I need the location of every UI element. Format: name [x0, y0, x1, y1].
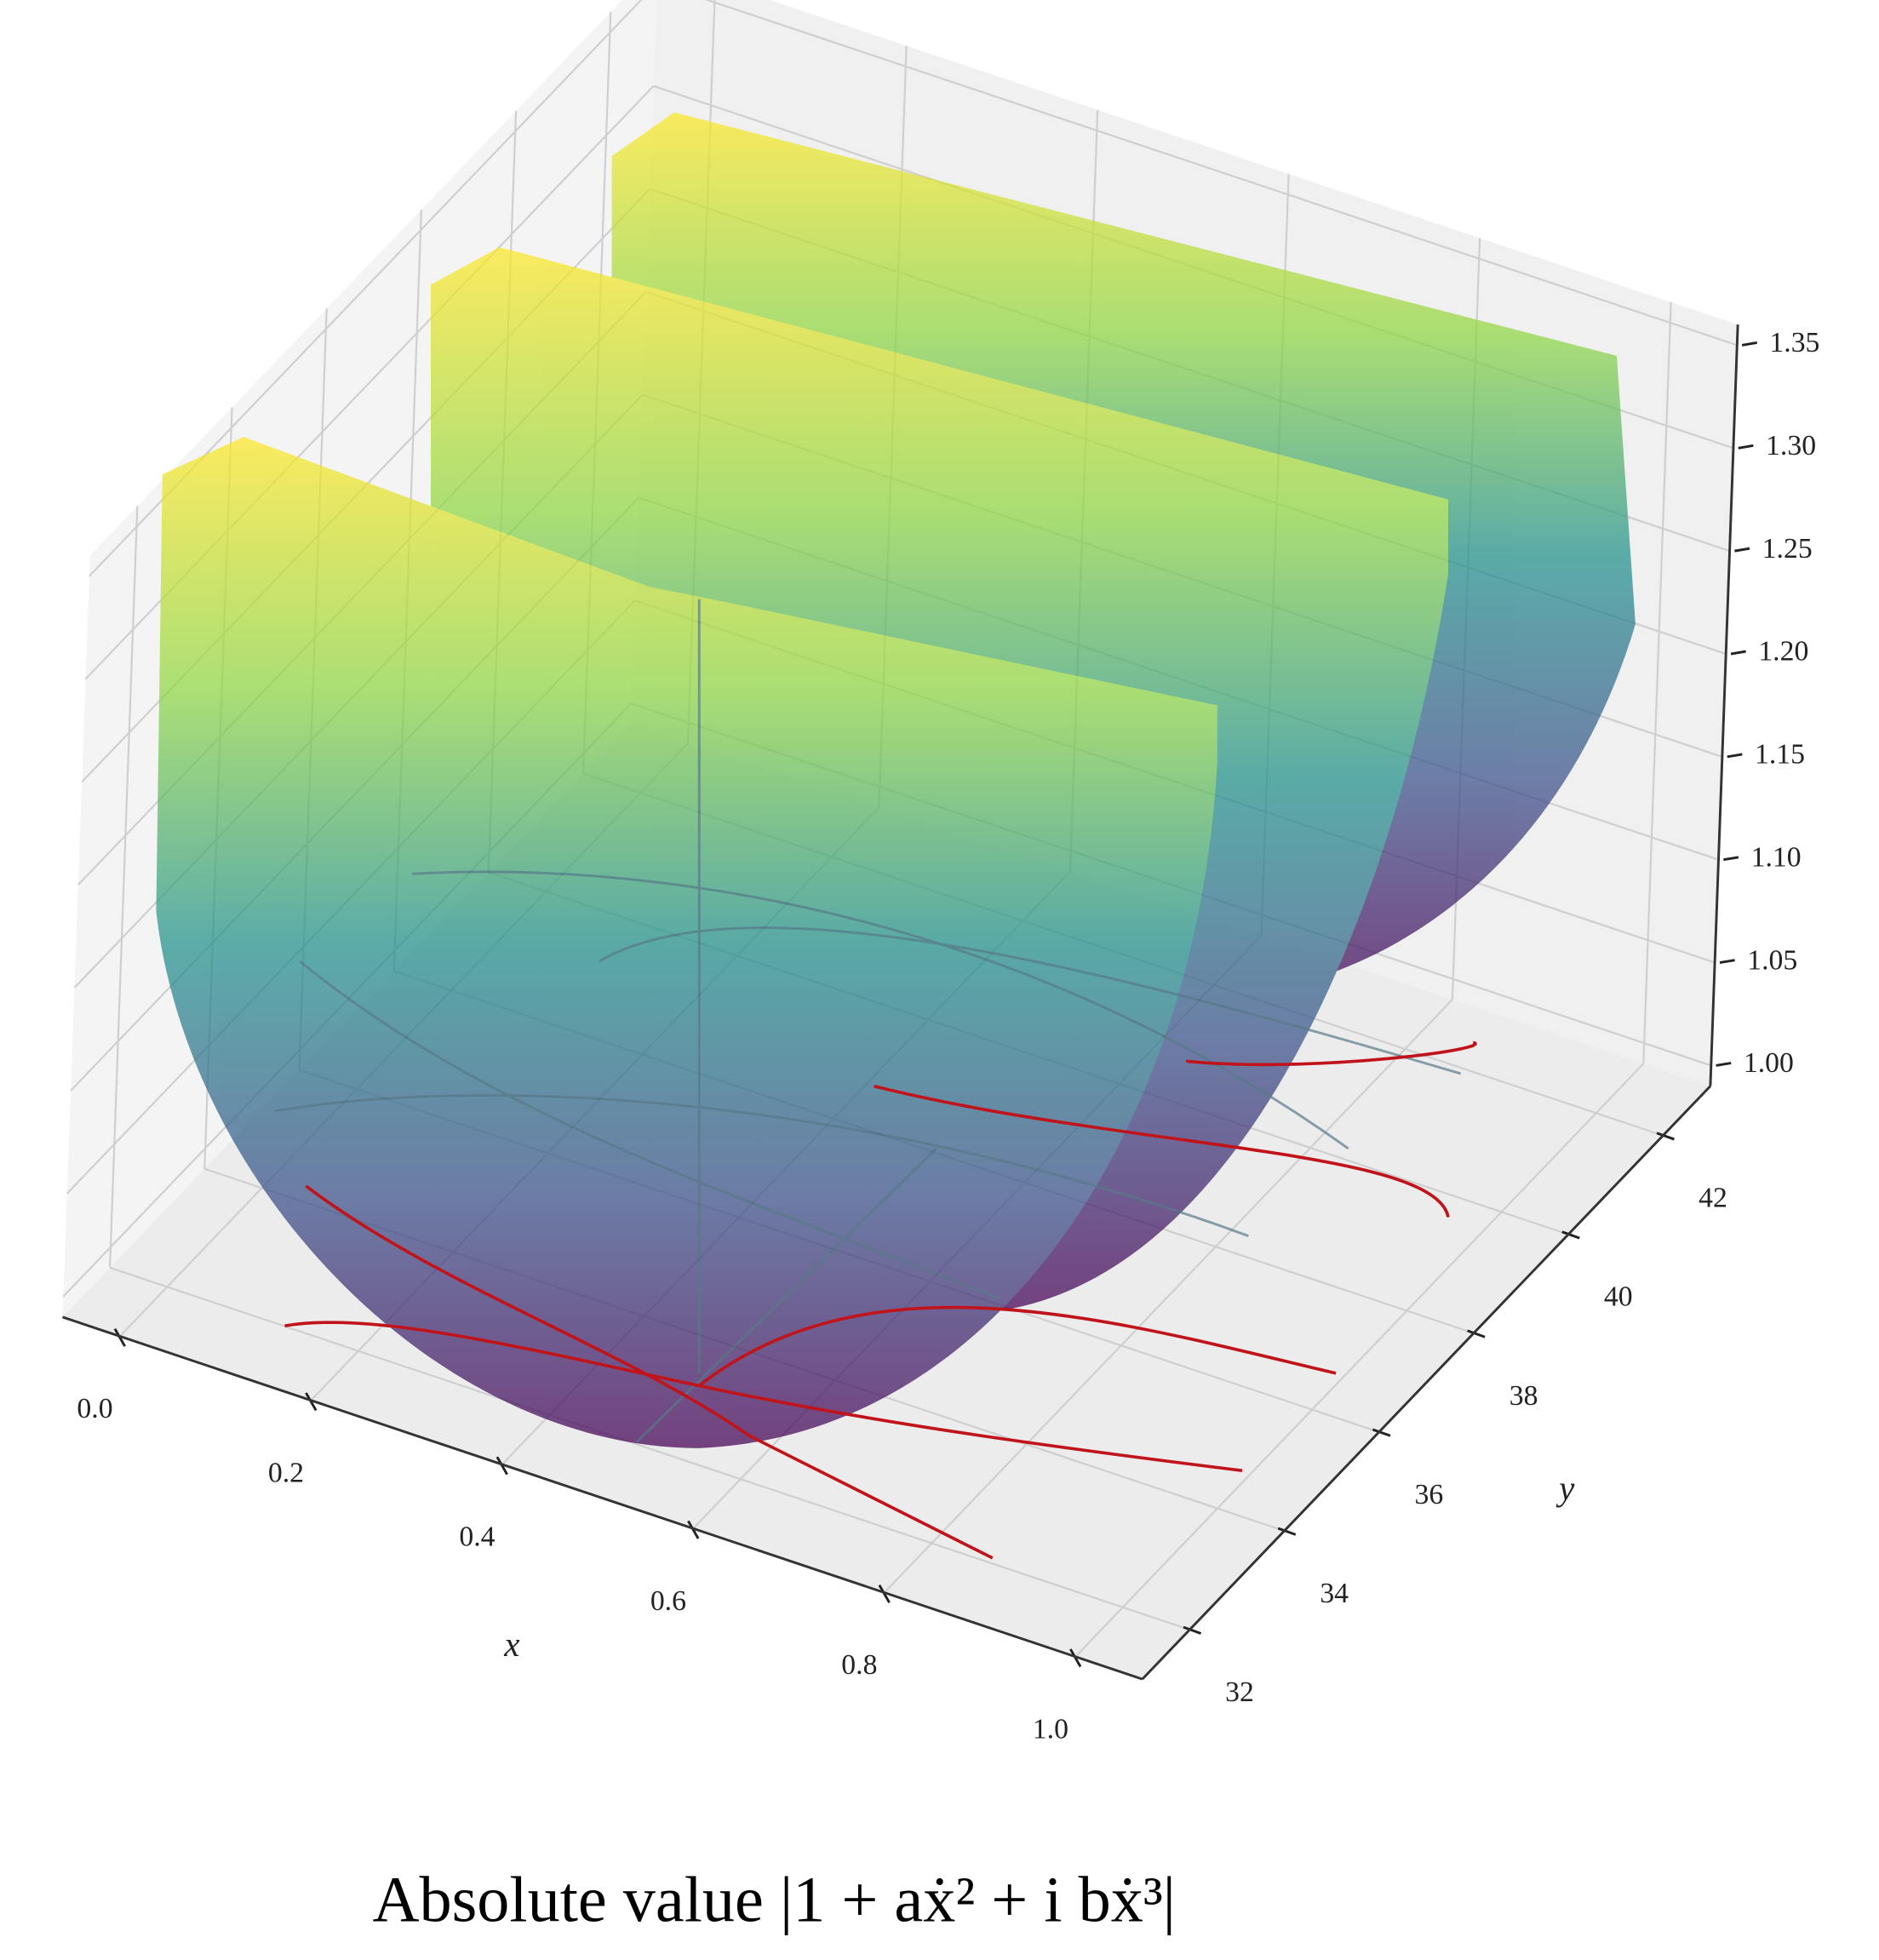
y-tick-label: 38 — [1510, 1380, 1538, 1412]
z-tick-label: 1.30 — [1766, 430, 1816, 461]
tick-mark — [1183, 1625, 1202, 1635]
tick-mark — [1738, 444, 1754, 450]
y-tick-label: 34 — [1320, 1578, 1349, 1609]
x-axis-label: x — [503, 1625, 519, 1664]
caption: Absolute value |1 + aẋ² + i bẋ³| — [372, 1864, 1175, 1935]
grid-line — [1074, 1063, 1645, 1658]
axes: 0.0 0.2 0.4 0.6 0.8 1.0 32 34 36 38 40 42 1.00 1.05 1.… — [61, 324, 1819, 1745]
floor-curves — [284, 1040, 1477, 1560]
z-tick-label: 1.10 — [1751, 841, 1802, 873]
tick-mark — [1727, 753, 1743, 759]
tick-mark — [1741, 341, 1757, 347]
tick-mark — [1734, 547, 1750, 553]
z-tick-label: 1.00 — [1744, 1047, 1794, 1079]
x-tick-label: 0.2 — [268, 1457, 304, 1488]
y-tick-label: 36 — [1415, 1479, 1444, 1510]
tick-mark — [1561, 1230, 1580, 1240]
z-tick-label: 1.25 — [1762, 533, 1813, 565]
z-tick-label: 1.35 — [1769, 327, 1819, 358]
tick-mark — [1277, 1527, 1297, 1536]
tick-mark — [1723, 856, 1739, 862]
y-axis-label: y — [1555, 1469, 1575, 1508]
y-tick-label: 32 — [1225, 1676, 1254, 1708]
tick-mark — [1656, 1132, 1675, 1141]
x-tick-label: 1.0 — [1033, 1713, 1068, 1745]
z-tick-label: 1.05 — [1747, 944, 1797, 976]
x-tick-label: 0.0 — [77, 1393, 112, 1424]
y-tick-label: 42 — [1699, 1183, 1727, 1214]
grid-line — [704, 0, 1738, 347]
grid-line — [109, 1266, 1190, 1631]
grid-line — [1642, 301, 1672, 1064]
tick-mark — [1730, 650, 1746, 656]
z-axis-line — [1709, 324, 1739, 1086]
x-tick-label: 0.8 — [841, 1649, 877, 1681]
x-tick-label: 0.6 — [650, 1585, 686, 1617]
tick-mark — [1372, 1428, 1391, 1437]
grid-line — [883, 999, 1453, 1594]
y-tick-label: 40 — [1604, 1281, 1633, 1313]
y-axis-line — [1141, 1085, 1711, 1681]
x-tick-label: 0.4 — [459, 1522, 495, 1553]
x-axis-line — [61, 1315, 1143, 1681]
z-tick-label: 1.15 — [1755, 739, 1805, 771]
surface-lines — [274, 599, 1462, 1443]
tick-mark — [1716, 1062, 1732, 1067]
tick-mark — [1719, 959, 1735, 965]
z-tick-label: 1.20 — [1758, 636, 1808, 668]
tick-mark — [1467, 1329, 1486, 1338]
surface-sheet — [156, 437, 1217, 1448]
surface — [156, 112, 1636, 1448]
grid-line — [108, 506, 139, 1268]
